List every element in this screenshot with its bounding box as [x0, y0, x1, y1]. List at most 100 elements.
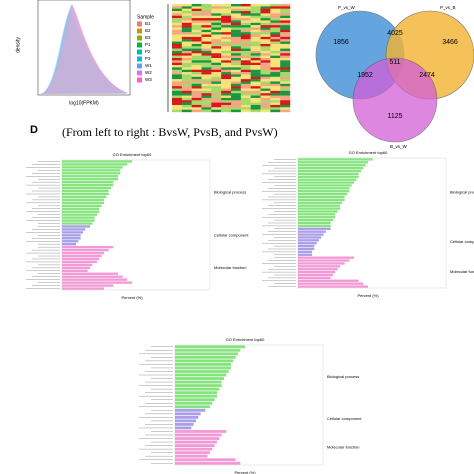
- heatmap-cell: [201, 69, 212, 73]
- heatmap-cell: [181, 60, 192, 63]
- heatmap-cell: [250, 109, 261, 113]
- heatmap-cell: [191, 13, 202, 16]
- heatmap-cell: [172, 67, 183, 70]
- heatmap-cell: [270, 88, 281, 92]
- bar: [298, 221, 331, 225]
- heatmap-cell: [240, 34, 251, 38]
- heatmap-cell: [181, 67, 192, 70]
- heatmap-cell: [240, 76, 251, 80]
- heatmap-cell: [231, 15, 242, 19]
- density-curve: [40, 8, 128, 94]
- heatmap-cell: [240, 11, 251, 14]
- heatmap-cell: [191, 6, 202, 9]
- heatmap-cell: [201, 60, 212, 63]
- bar: [175, 359, 234, 363]
- bar: [62, 172, 121, 175]
- heatmap-cell: [280, 13, 291, 16]
- heatmap-cell: [221, 55, 232, 59]
- region-count: 2474: [419, 72, 435, 79]
- heatmap-cell: [221, 41, 232, 45]
- legend-label: B3: [145, 35, 151, 40]
- bar: [298, 227, 331, 230]
- heatmap-cell: [201, 50, 212, 54]
- heatmap-cell: [191, 76, 202, 80]
- bar: [298, 256, 354, 259]
- heatmap-cell: [191, 43, 202, 47]
- heatmap-cell: [221, 13, 232, 16]
- heatmap-cell: [172, 53, 183, 56]
- heatmap-cell: [270, 50, 281, 54]
- heatmap-cell: [240, 39, 251, 42]
- heatmap-cell: [221, 79, 232, 82]
- group-label: Cellular component: [450, 239, 474, 244]
- bar: [62, 269, 88, 272]
- heatmap-cell: [172, 83, 183, 87]
- heatmap-cell: [191, 65, 202, 68]
- heatmap-cell: [231, 65, 242, 68]
- bar: [175, 394, 217, 398]
- bar: [62, 207, 100, 210]
- bar: [298, 207, 340, 210]
- heatmap-cell: [240, 88, 251, 92]
- heatmap-cell: [240, 65, 251, 68]
- heatmap-cell: [270, 79, 281, 82]
- bar: [298, 218, 333, 222]
- bar: [62, 222, 93, 225]
- heatmap-cell: [221, 8, 232, 12]
- bar: [175, 444, 215, 447]
- bar: [62, 281, 132, 284]
- heatmap-cell: [221, 109, 232, 113]
- bar: [62, 216, 95, 219]
- heatmap-cell: [250, 39, 261, 42]
- heatmap-cell: [181, 93, 192, 96]
- heatmap-cell: [172, 60, 183, 63]
- heatmap-cell: [240, 4, 251, 7]
- heatmap-cell: [201, 67, 212, 70]
- heatmap-cell: [250, 76, 261, 80]
- heatmap-cell: [221, 93, 232, 96]
- heatmap-cell: [201, 29, 212, 33]
- heatmap-cell: [172, 32, 183, 35]
- bar: [298, 175, 359, 178]
- heatmap-cell: [172, 39, 183, 42]
- bar: [175, 426, 192, 430]
- bar: [175, 398, 215, 402]
- heatmap-cell: [201, 97, 212, 101]
- heatmap-cell: [240, 60, 251, 63]
- heatmap-cell: [280, 76, 291, 80]
- heatmap-cell: [211, 41, 222, 45]
- heatmap-cell: [270, 15, 281, 19]
- bar: [298, 230, 326, 233]
- heatmap-cell: [280, 15, 291, 19]
- heatmap-cell: [270, 69, 281, 73]
- heatmap-cell: [280, 4, 291, 7]
- heatmap-cell: [280, 34, 291, 38]
- heatmap-cell: [181, 18, 192, 21]
- group-label: Molecular function: [214, 265, 246, 270]
- bar: [298, 169, 361, 173]
- heatmap-cell: [191, 97, 202, 101]
- heatmap-cell: [260, 18, 271, 21]
- heatmap-cell: [250, 43, 261, 47]
- heatmap-cell: [221, 86, 232, 89]
- heatmap-cell: [201, 100, 212, 103]
- heatmap-cell: [240, 43, 251, 47]
- heatmap-cell: [201, 43, 212, 47]
- legend-swatch: [137, 56, 142, 62]
- heatmap-cell: [250, 36, 261, 40]
- heatmap-cell: [240, 86, 251, 89]
- heatmap-cell: [181, 13, 192, 16]
- bar: [298, 192, 347, 196]
- heatmap-cell: [172, 46, 183, 49]
- heatmap-cell: [240, 93, 251, 96]
- heatmap-cell: [191, 36, 202, 40]
- heatmap-cell: [211, 79, 222, 82]
- heatmap-cell: [231, 8, 242, 12]
- heatmap-cell: [221, 100, 232, 103]
- bar: [62, 169, 121, 172]
- bar: [298, 158, 373, 161]
- heatmap-cell: [181, 83, 192, 87]
- heatmap-cell: [270, 46, 281, 49]
- heatmap-cell: [240, 27, 251, 31]
- heatmap-cell: [231, 25, 242, 28]
